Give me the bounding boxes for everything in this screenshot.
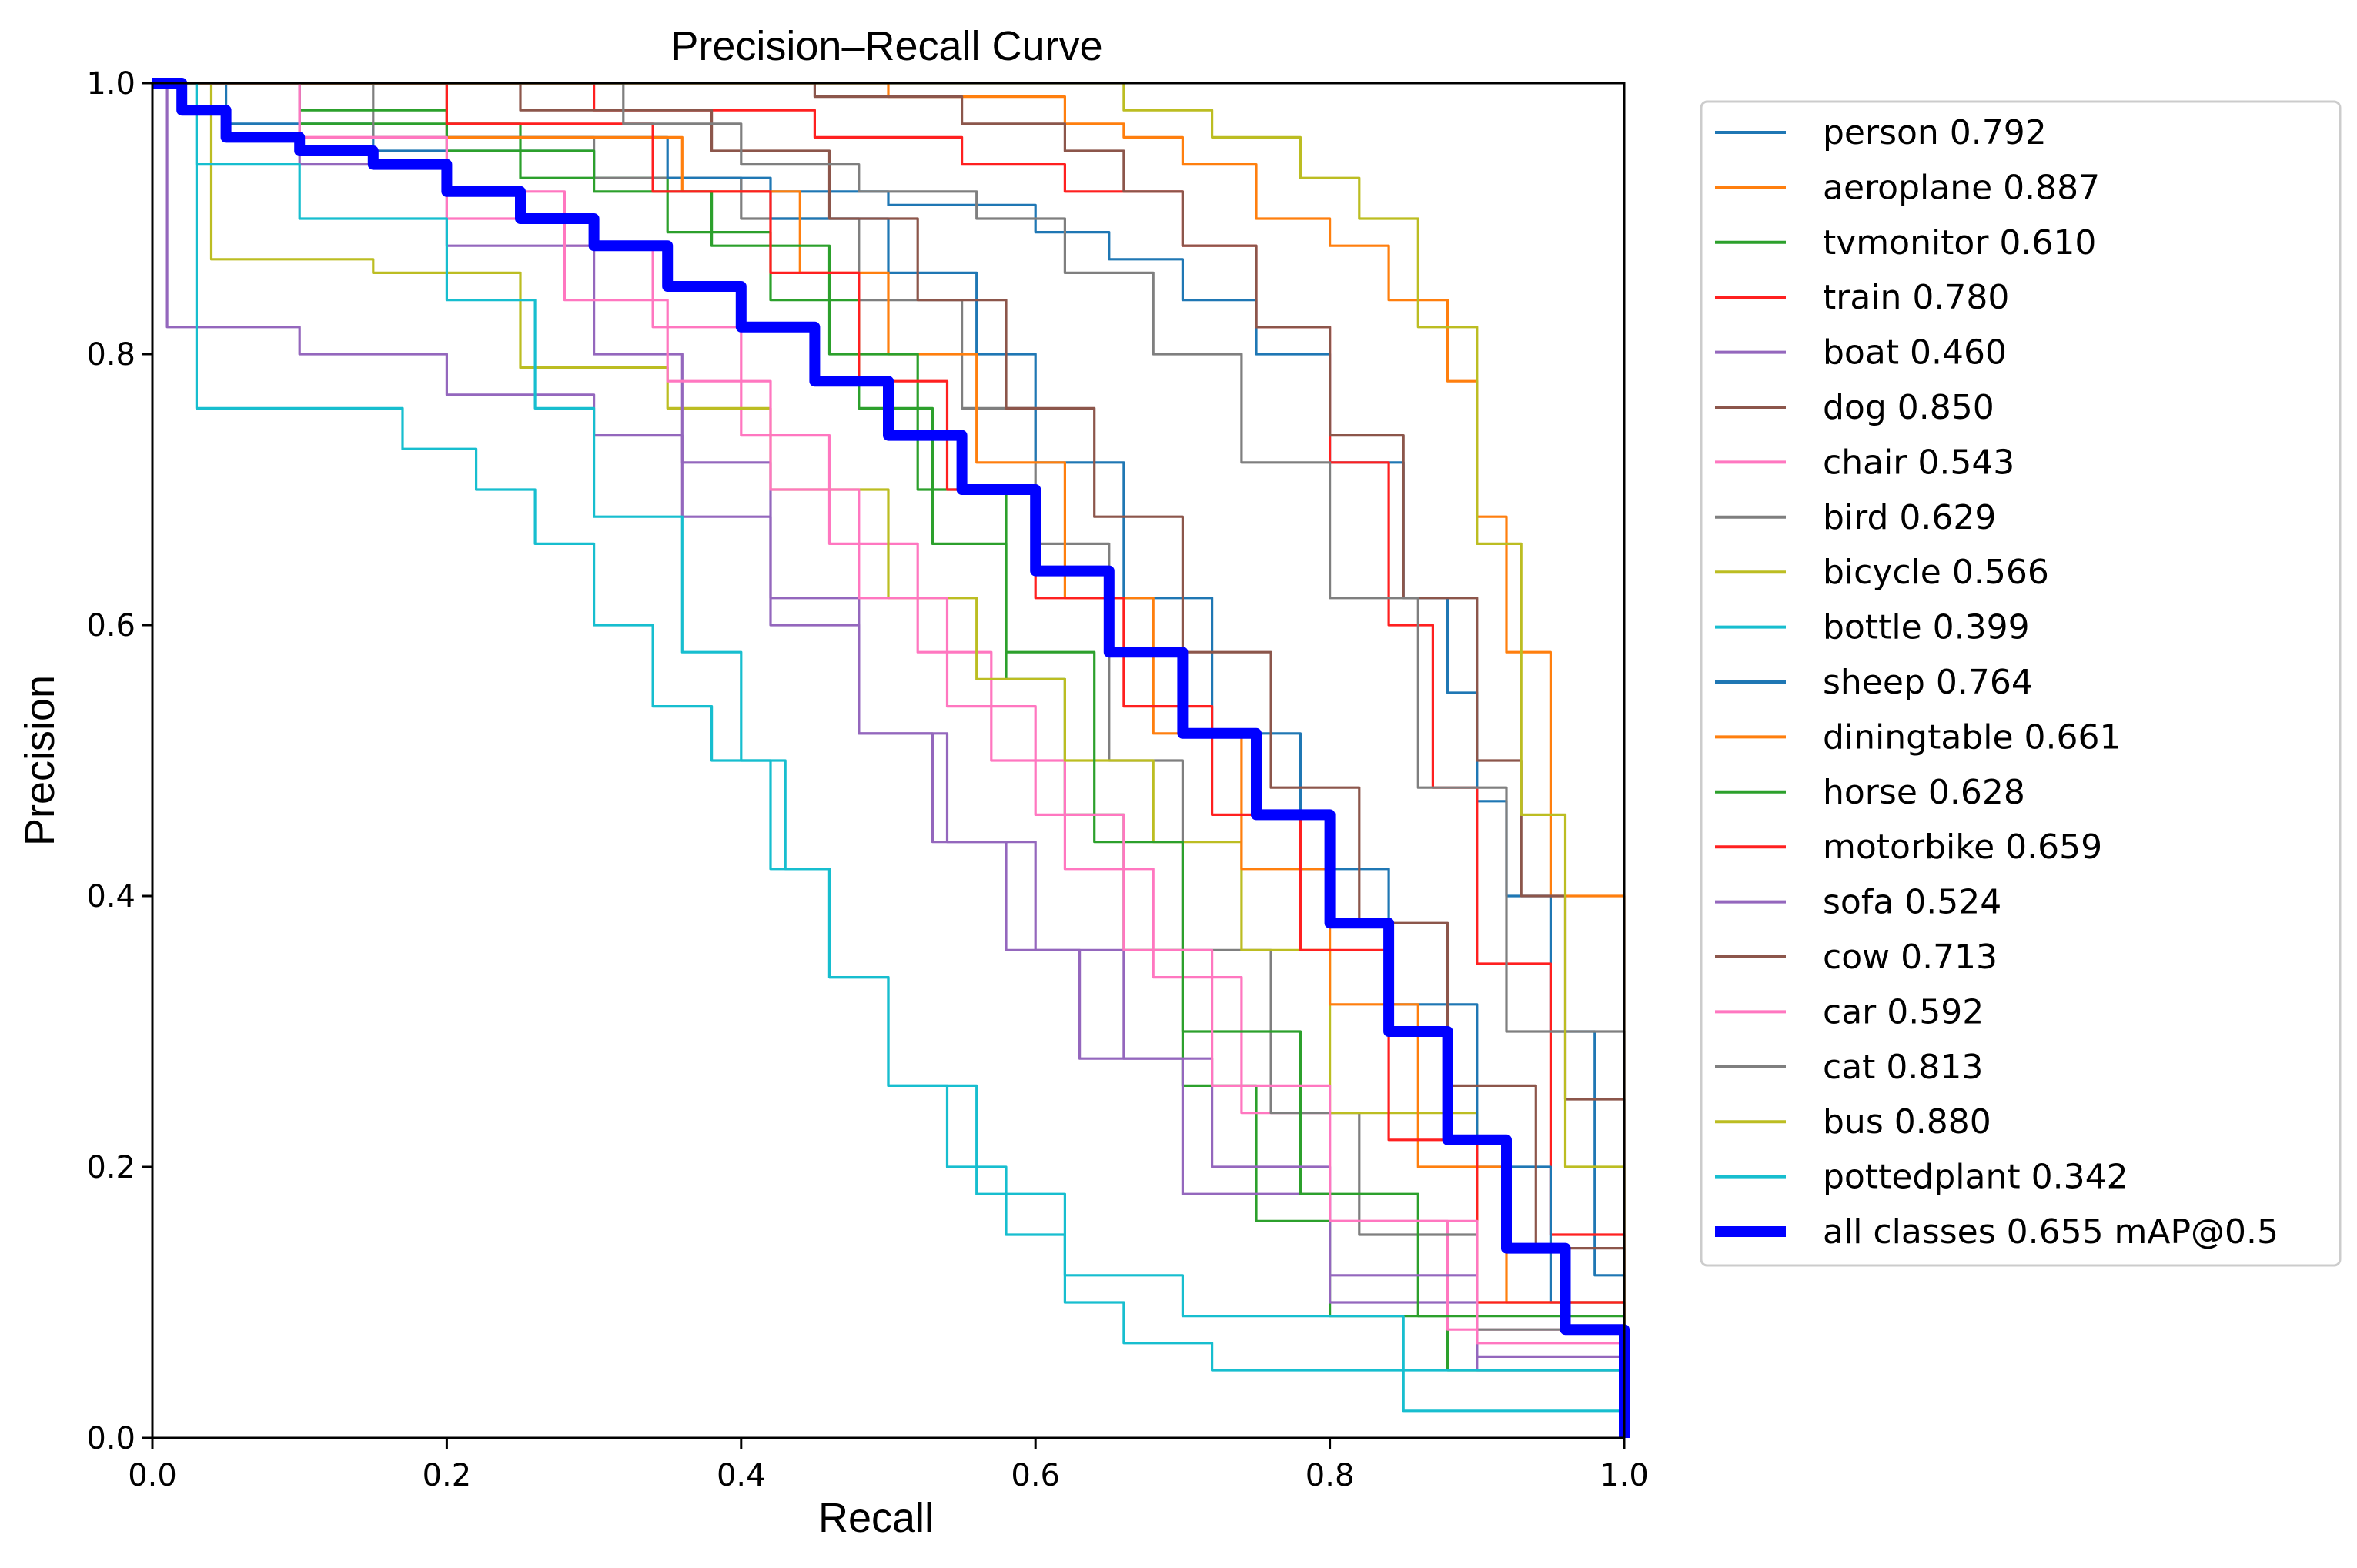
y-tick-label: 0.6 [86, 608, 135, 644]
legend-label: all classes 0.655 mAP@0.5 [1823, 1212, 2278, 1252]
legend-label: dog 0.850 [1823, 388, 1994, 427]
legend-item-sheep: sheep 0.764 [1715, 663, 2033, 702]
legend-item-sofa: sofa 0.524 [1715, 883, 2001, 922]
series-line-all-classes [152, 78, 1630, 1438]
legend-item-person: person 0.792 [1715, 113, 2047, 152]
legend-label: bus 0.880 [1823, 1102, 1991, 1142]
legend-item-all-classes: all classes 0.655 mAP@0.5 [1715, 1212, 2278, 1252]
legend-item-motorbike: motorbike 0.659 [1715, 827, 2102, 867]
x-tick-label: 0.8 [1306, 1458, 1355, 1493]
legend-item-horse: horse 0.628 [1715, 773, 2025, 812]
chart-title: Precision–Recall Curve [670, 23, 1102, 69]
legend-item-bus: bus 0.880 [1715, 1102, 1991, 1142]
y-tick-label: 0.8 [86, 337, 135, 373]
legend-label: cow 0.713 [1823, 938, 1998, 977]
x-axis-label: Recall [818, 1495, 934, 1541]
legend-item-aeroplane: aeroplane 0.887 [1715, 168, 2100, 207]
legend-box [1700, 100, 2342, 1267]
y-tick-label: 0.0 [86, 1421, 135, 1456]
legend: person 0.792 aeroplane 0.887 tvmonitor 0.6… [1700, 100, 2342, 1267]
series-line-sofa [152, 82, 1626, 1438]
x-axis-ticks: 0.0 0.2 0.4 0.6 0.8 1.0 [128, 1438, 1649, 1493]
legend-label: pottedplant 0.342 [1823, 1158, 2128, 1197]
y-tick-label: 0.2 [86, 1150, 135, 1185]
legend-item-pottedplant: pottedplant 0.342 [1715, 1158, 2128, 1197]
legend-label: chair 0.543 [1823, 443, 2014, 482]
legend-label: train 0.780 [1823, 278, 2009, 317]
legend-item-diningtable: diningtable 0.661 [1715, 717, 2121, 757]
legend-label: bottle 0.399 [1823, 608, 2030, 647]
x-tick-label: 0.4 [717, 1458, 766, 1493]
series-line-dog [152, 82, 1626, 1438]
series-line-bicycle [152, 82, 1626, 1438]
legend-item-cat: cat 0.813 [1715, 1048, 1983, 1087]
legend-item-train: train 0.780 [1715, 278, 2009, 317]
legend-item-chair: chair 0.543 [1715, 443, 2014, 482]
legend-label: bicycle 0.566 [1823, 553, 2049, 592]
legend-label: sheep 0.764 [1823, 663, 2033, 702]
legend-label: motorbike 0.659 [1823, 827, 2102, 867]
plot-series [152, 78, 1630, 1438]
legend-label: bird 0.629 [1823, 498, 1996, 537]
legend-label: horse 0.628 [1823, 773, 2025, 812]
x-tick-label: 1.0 [1600, 1458, 1649, 1493]
y-axis-label: Precision [17, 675, 63, 846]
legend-label: boat 0.460 [1823, 333, 2007, 373]
plot-frame [151, 82, 1626, 1439]
legend-label: diningtable 0.661 [1823, 717, 2121, 757]
x-tick-label: 0.6 [1011, 1458, 1060, 1493]
legend-items: person 0.792 aeroplane 0.887 tvmonitor 0.6… [1715, 113, 2278, 1252]
legend-item-cow: cow 0.713 [1715, 938, 1998, 977]
legend-label: cat 0.813 [1823, 1048, 1983, 1087]
y-tick-label: 1.0 [86, 66, 135, 102]
x-tick-label: 0.0 [128, 1458, 177, 1493]
legend-item-bird: bird 0.629 [1715, 498, 1996, 537]
series-line-cat [152, 82, 1626, 1438]
x-tick-label: 0.2 [423, 1458, 472, 1493]
legend-label: person 0.792 [1823, 113, 2047, 152]
legend-label: aeroplane 0.887 [1823, 168, 2100, 207]
legend-label: car 0.592 [1823, 992, 1984, 1031]
series-line-car [152, 82, 1626, 1438]
legend-item-car: car 0.592 [1715, 992, 1984, 1031]
y-axis-ticks: 0.0 0.2 0.4 0.6 0.8 1.0 [86, 66, 152, 1456]
legend-label: tvmonitor 0.610 [1823, 223, 2096, 262]
y-tick-label: 0.4 [86, 879, 135, 914]
series-line-sheep [152, 82, 1626, 1438]
series-line-motorbike [152, 82, 1626, 1438]
legend-item-bottle: bottle 0.399 [1715, 608, 2030, 647]
legend-item-dog: dog 0.850 [1715, 388, 1994, 427]
series-line-pottedplant [152, 82, 1626, 1438]
legend-item-bicycle: bicycle 0.566 [1715, 553, 2049, 592]
legend-item-tvmonitor: tvmonitor 0.610 [1715, 223, 2096, 262]
legend-item-boat: boat 0.460 [1715, 333, 2007, 373]
series-line-bus [152, 82, 1626, 1438]
legend-label: sofa 0.524 [1823, 883, 2001, 922]
